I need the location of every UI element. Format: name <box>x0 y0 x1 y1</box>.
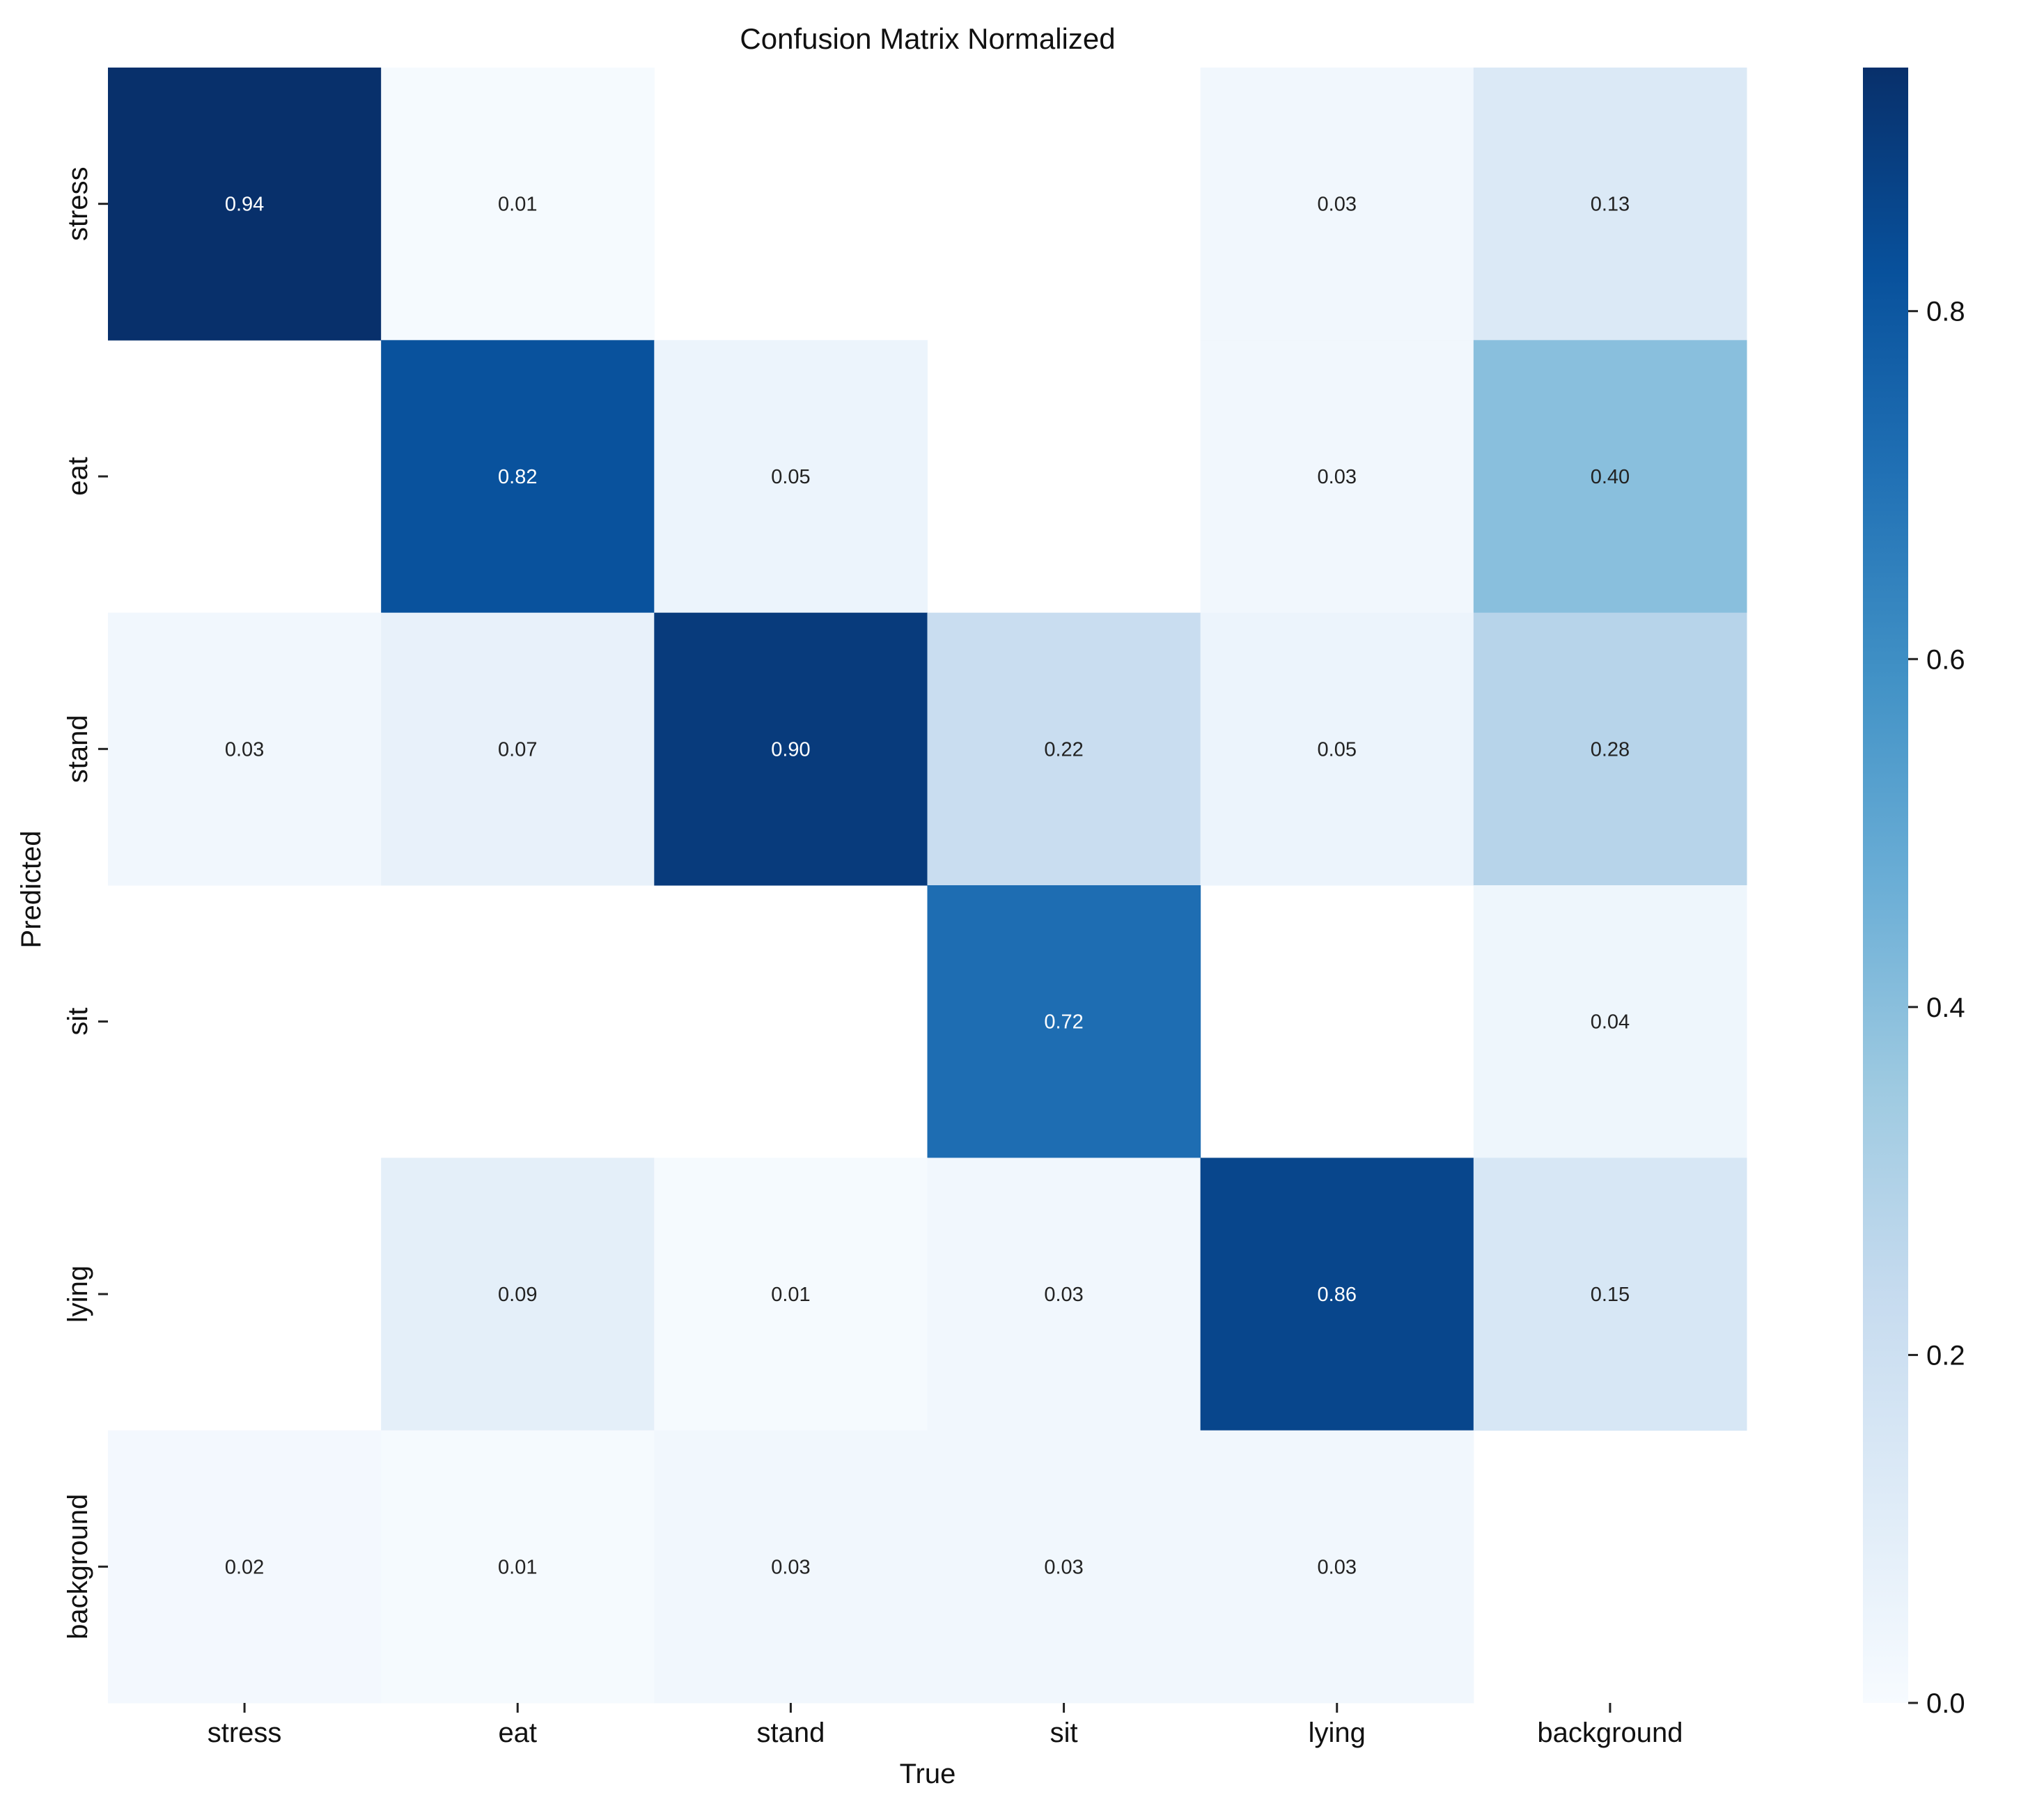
colorbar-scale <box>1863 68 1908 1703</box>
cell-stress-background <box>1473 68 1747 341</box>
cell-stand-stand <box>654 612 928 886</box>
x-tick-label-sit: sit <box>1050 1718 1078 1748</box>
cell-background-eat <box>381 1430 655 1704</box>
colorbar-tick-label: 0.0 <box>1926 1688 1965 1719</box>
heatmap-cells: 0.94 0.01 0.03 0.13 0.82 0.05 0.03 0.40 0.03 0.07… <box>108 68 1747 1704</box>
colorbar: 0.0 0.2 0.4 0.6 0.8 <box>1863 68 1965 1719</box>
cell-lying-stand <box>654 1158 928 1431</box>
cell-value-label: 0.90 <box>771 738 810 761</box>
cell-stand-background <box>1473 612 1747 886</box>
cell-eat-background <box>1473 340 1747 614</box>
cell-eat-eat <box>381 340 655 614</box>
cell-stand-stress <box>108 612 382 886</box>
cell-value-label: 0.05 <box>771 466 810 488</box>
cell-value-label: 0.05 <box>1318 738 1357 761</box>
cell-sit-sit <box>927 885 1201 1158</box>
y-tick-label-sit: sit <box>63 1008 93 1036</box>
x-tick-label-stress: stress <box>208 1718 282 1748</box>
x-tick-label-lying: lying <box>1309 1718 1366 1748</box>
cell-sit-background <box>1473 885 1747 1158</box>
cell-value-label: 0.82 <box>498 466 537 488</box>
cell-value-label: 0.28 <box>1591 738 1630 761</box>
cell-value-label: 0.86 <box>1318 1284 1357 1306</box>
cell-stand-sit <box>927 612 1201 886</box>
colorbar-tick-label: 0.6 <box>1926 644 1965 675</box>
x-tick-label-eat: eat <box>498 1718 537 1748</box>
y-tick-label-lying: lying <box>63 1266 93 1323</box>
cell-value-label: 0.03 <box>771 1556 810 1578</box>
cell-value-label: 0.04 <box>1591 1011 1630 1034</box>
cell-value-label: 0.15 <box>1591 1284 1630 1306</box>
cell-eat-stand <box>654 340 928 614</box>
x-tick-label-stand: stand <box>756 1718 825 1748</box>
cell-value-label: 0.07 <box>498 738 537 761</box>
cell-background-sit <box>927 1430 1201 1704</box>
cell-lying-background <box>1473 1158 1747 1431</box>
cell-stress-eat <box>381 68 655 341</box>
cell-value-label: 0.01 <box>498 1556 537 1578</box>
y-tick-label-background: background <box>63 1494 93 1640</box>
cell-value-label: 0.09 <box>498 1284 537 1306</box>
cell-value-label: 0.03 <box>225 738 264 761</box>
y-tick-label-stress: stress <box>63 166 93 241</box>
y-axis-label: Predicted <box>16 831 47 949</box>
cell-stress-lying <box>1200 68 1474 341</box>
cell-value-label: 0.01 <box>771 1284 810 1306</box>
cell-value-label: 0.03 <box>1318 466 1357 488</box>
colorbar-tick-label: 0.4 <box>1926 992 1965 1023</box>
cell-lying-lying <box>1200 1158 1474 1431</box>
cell-value-label: 0.13 <box>1591 194 1630 216</box>
cell-background-lying <box>1200 1430 1474 1704</box>
cell-value-label: 0.72 <box>1044 1011 1083 1034</box>
cell-value-label: 0.03 <box>1044 1284 1083 1306</box>
cell-stand-lying <box>1200 612 1474 886</box>
y-axis-ticks: stress eat stand sit lying background <box>63 166 108 1640</box>
chart-title: Confusion Matrix Normalized <box>740 22 1115 55</box>
x-axis-label: True <box>900 1759 956 1789</box>
cell-background-stand <box>654 1430 928 1704</box>
cell-value-label: 0.01 <box>498 194 537 216</box>
cell-value-label: 0.94 <box>225 194 264 216</box>
cell-value-label: 0.03 <box>1318 1556 1357 1578</box>
cell-value-label: 0.40 <box>1591 466 1630 488</box>
cell-stress-stress <box>108 68 382 341</box>
cell-value-label: 0.03 <box>1318 194 1357 216</box>
y-tick-label-eat: eat <box>63 457 93 496</box>
cell-lying-sit <box>927 1158 1201 1431</box>
colorbar-tick-label: 0.8 <box>1926 297 1965 327</box>
cell-value-label: 0.03 <box>1044 1556 1083 1578</box>
colorbar-tick-label: 0.2 <box>1926 1340 1965 1371</box>
cell-value-label: 0.02 <box>225 1556 264 1578</box>
cell-background-stress <box>108 1430 382 1704</box>
x-axis-ticks: stress eat stand sit lying background <box>208 1703 1683 1748</box>
x-tick-label-background: background <box>1537 1718 1683 1748</box>
cell-lying-eat <box>381 1158 655 1431</box>
cell-eat-lying <box>1200 340 1474 614</box>
y-tick-label-stand: stand <box>63 715 93 783</box>
cell-value-label: 0.22 <box>1044 738 1083 761</box>
cell-stand-eat <box>381 612 655 886</box>
